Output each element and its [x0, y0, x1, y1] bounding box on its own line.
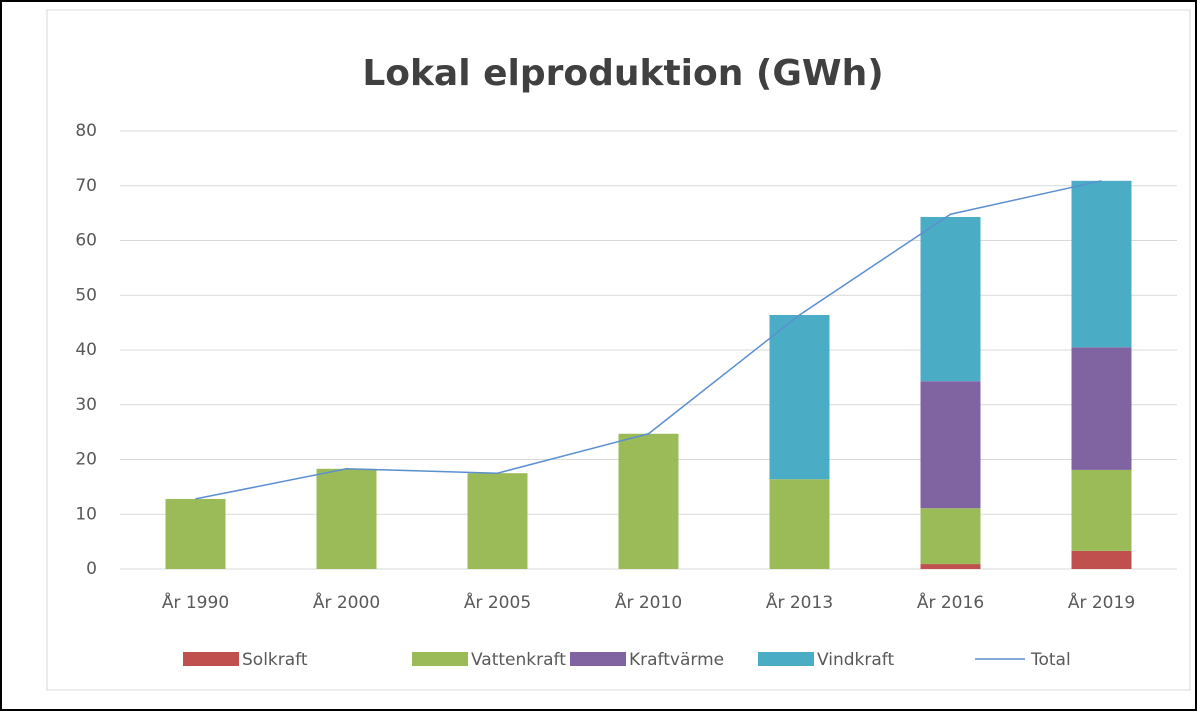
y-tick-label: 0 [86, 559, 97, 579]
bar-segment [1071, 469, 1132, 551]
y-tick-label: 80 [75, 121, 97, 141]
x-tick-label: År 2005 [464, 591, 531, 613]
x-tick-label: År 2019 [1068, 591, 1135, 613]
bar-segment [920, 508, 981, 565]
bar-segment [467, 473, 528, 569]
total-line [195, 180, 1102, 500]
x-tick-label: År 2013 [766, 591, 833, 613]
y-tick-label: 70 [75, 176, 97, 196]
bar-segment [1071, 550, 1132, 569]
legend-swatch [570, 652, 626, 666]
legend-label: Solkraft [242, 650, 308, 670]
y-tick-label: 50 [75, 285, 97, 305]
bar-segment [920, 216, 981, 382]
x-tick-label: År 1990 [162, 591, 229, 613]
y-tick-label: 30 [75, 395, 97, 415]
bar-segment [1071, 180, 1132, 348]
x-tick-label: År 2000 [313, 591, 380, 613]
bar-segment [316, 468, 377, 569]
bar-segment [920, 381, 981, 509]
bar-segment [769, 314, 830, 480]
y-tick-label: 20 [75, 450, 97, 470]
bar-segment [920, 564, 981, 569]
legend-label: Vattenkraft [471, 650, 566, 670]
y-tick-label: 10 [75, 504, 97, 524]
x-tick-label: År 2016 [917, 591, 984, 613]
legend-label: Kraftvärme [629, 650, 724, 670]
bar-segment [769, 479, 830, 569]
legend-swatch [183, 652, 239, 666]
legend-swatch [412, 652, 468, 666]
bar-segment [165, 498, 226, 569]
x-tick-label: År 2010 [615, 591, 682, 613]
bar-segment [1071, 347, 1132, 470]
legend-swatch [758, 652, 814, 666]
y-tick-label: 40 [75, 340, 97, 360]
legend-label: Vindkraft [817, 650, 894, 670]
bar-segment [618, 433, 679, 569]
legend-label: Total [1030, 650, 1071, 670]
chart-title: Lokal elproduktion (GWh) [362, 53, 883, 94]
y-tick-label: 60 [75, 231, 97, 251]
